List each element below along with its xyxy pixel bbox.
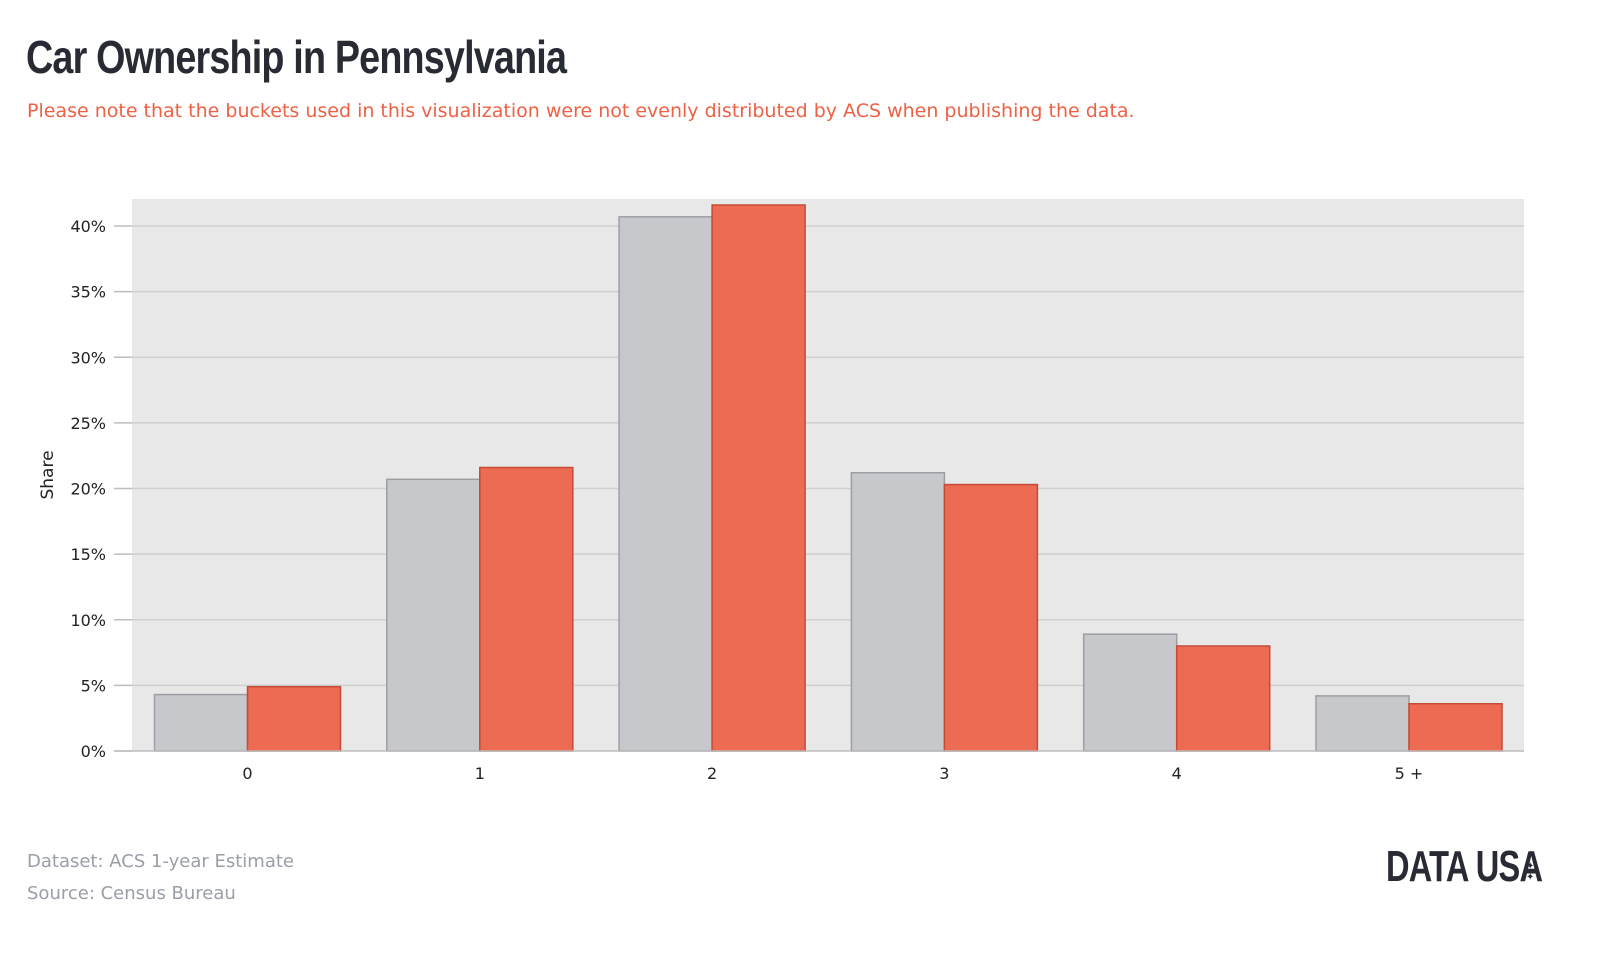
source-note: Source: Census Bureau	[27, 883, 236, 904]
y-tick-label: 10%	[70, 611, 106, 630]
bar	[153, 693, 249, 752]
y-tick-label: 5%	[81, 676, 106, 695]
bar-chart: 0% 5% 10% 15% 20% 25% 30% 35% 40% 0 1 2 3 4 5 + Share	[38, 199, 1524, 783]
x-tick-label: 5 +	[1395, 764, 1424, 783]
bar	[943, 483, 1039, 752]
x-tick-label: 1	[475, 764, 485, 783]
bar	[711, 204, 806, 752]
bar	[1175, 645, 1271, 752]
y-axis-ticks: 0% 5% 10% 15% 20% 25% 30% 35% 40%	[70, 217, 132, 761]
bar	[1408, 703, 1503, 752]
dataset-note: Dataset: ACS 1-year Estimate	[27, 851, 295, 872]
footer: Dataset: ACS 1-year Estimate Source: Cen…	[27, 846, 294, 910]
x-tick-label: 3	[939, 764, 949, 783]
bar	[850, 472, 946, 752]
plot-background	[132, 199, 1524, 751]
chart-subtitle: Please note that the buckets used in thi…	[27, 100, 1135, 122]
y-axis-title: Share	[38, 450, 58, 499]
bar	[246, 685, 342, 752]
bar	[386, 478, 481, 752]
logo-stars-icon: ✦ ✦ ✦	[1526, 850, 1535, 883]
y-tick-label: 20%	[70, 480, 106, 499]
y-tick-label: 30%	[70, 348, 106, 367]
y-tick-label: 0%	[81, 742, 106, 761]
y-tick-label: 25%	[70, 414, 106, 433]
x-tick-label: 2	[707, 764, 717, 783]
y-tick-label: 40%	[70, 217, 106, 236]
x-tick-label: 4	[1172, 764, 1182, 783]
x-axis-ticks: 0 1 2 3 4 5 +	[242, 764, 1423, 783]
gridlines	[132, 225, 1524, 687]
y-tick-label: 15%	[70, 545, 106, 564]
chart-title: Car Ownership in Pennsylvania	[26, 31, 567, 83]
bar	[1315, 695, 1410, 752]
x-tick-label: 0	[242, 764, 252, 783]
y-tick-label: 35%	[70, 283, 106, 302]
bar	[479, 466, 574, 752]
datausa-logo: DATA USA	[1386, 842, 1543, 891]
bar	[618, 216, 713, 752]
bars	[153, 204, 1503, 752]
bar	[1082, 633, 1178, 752]
